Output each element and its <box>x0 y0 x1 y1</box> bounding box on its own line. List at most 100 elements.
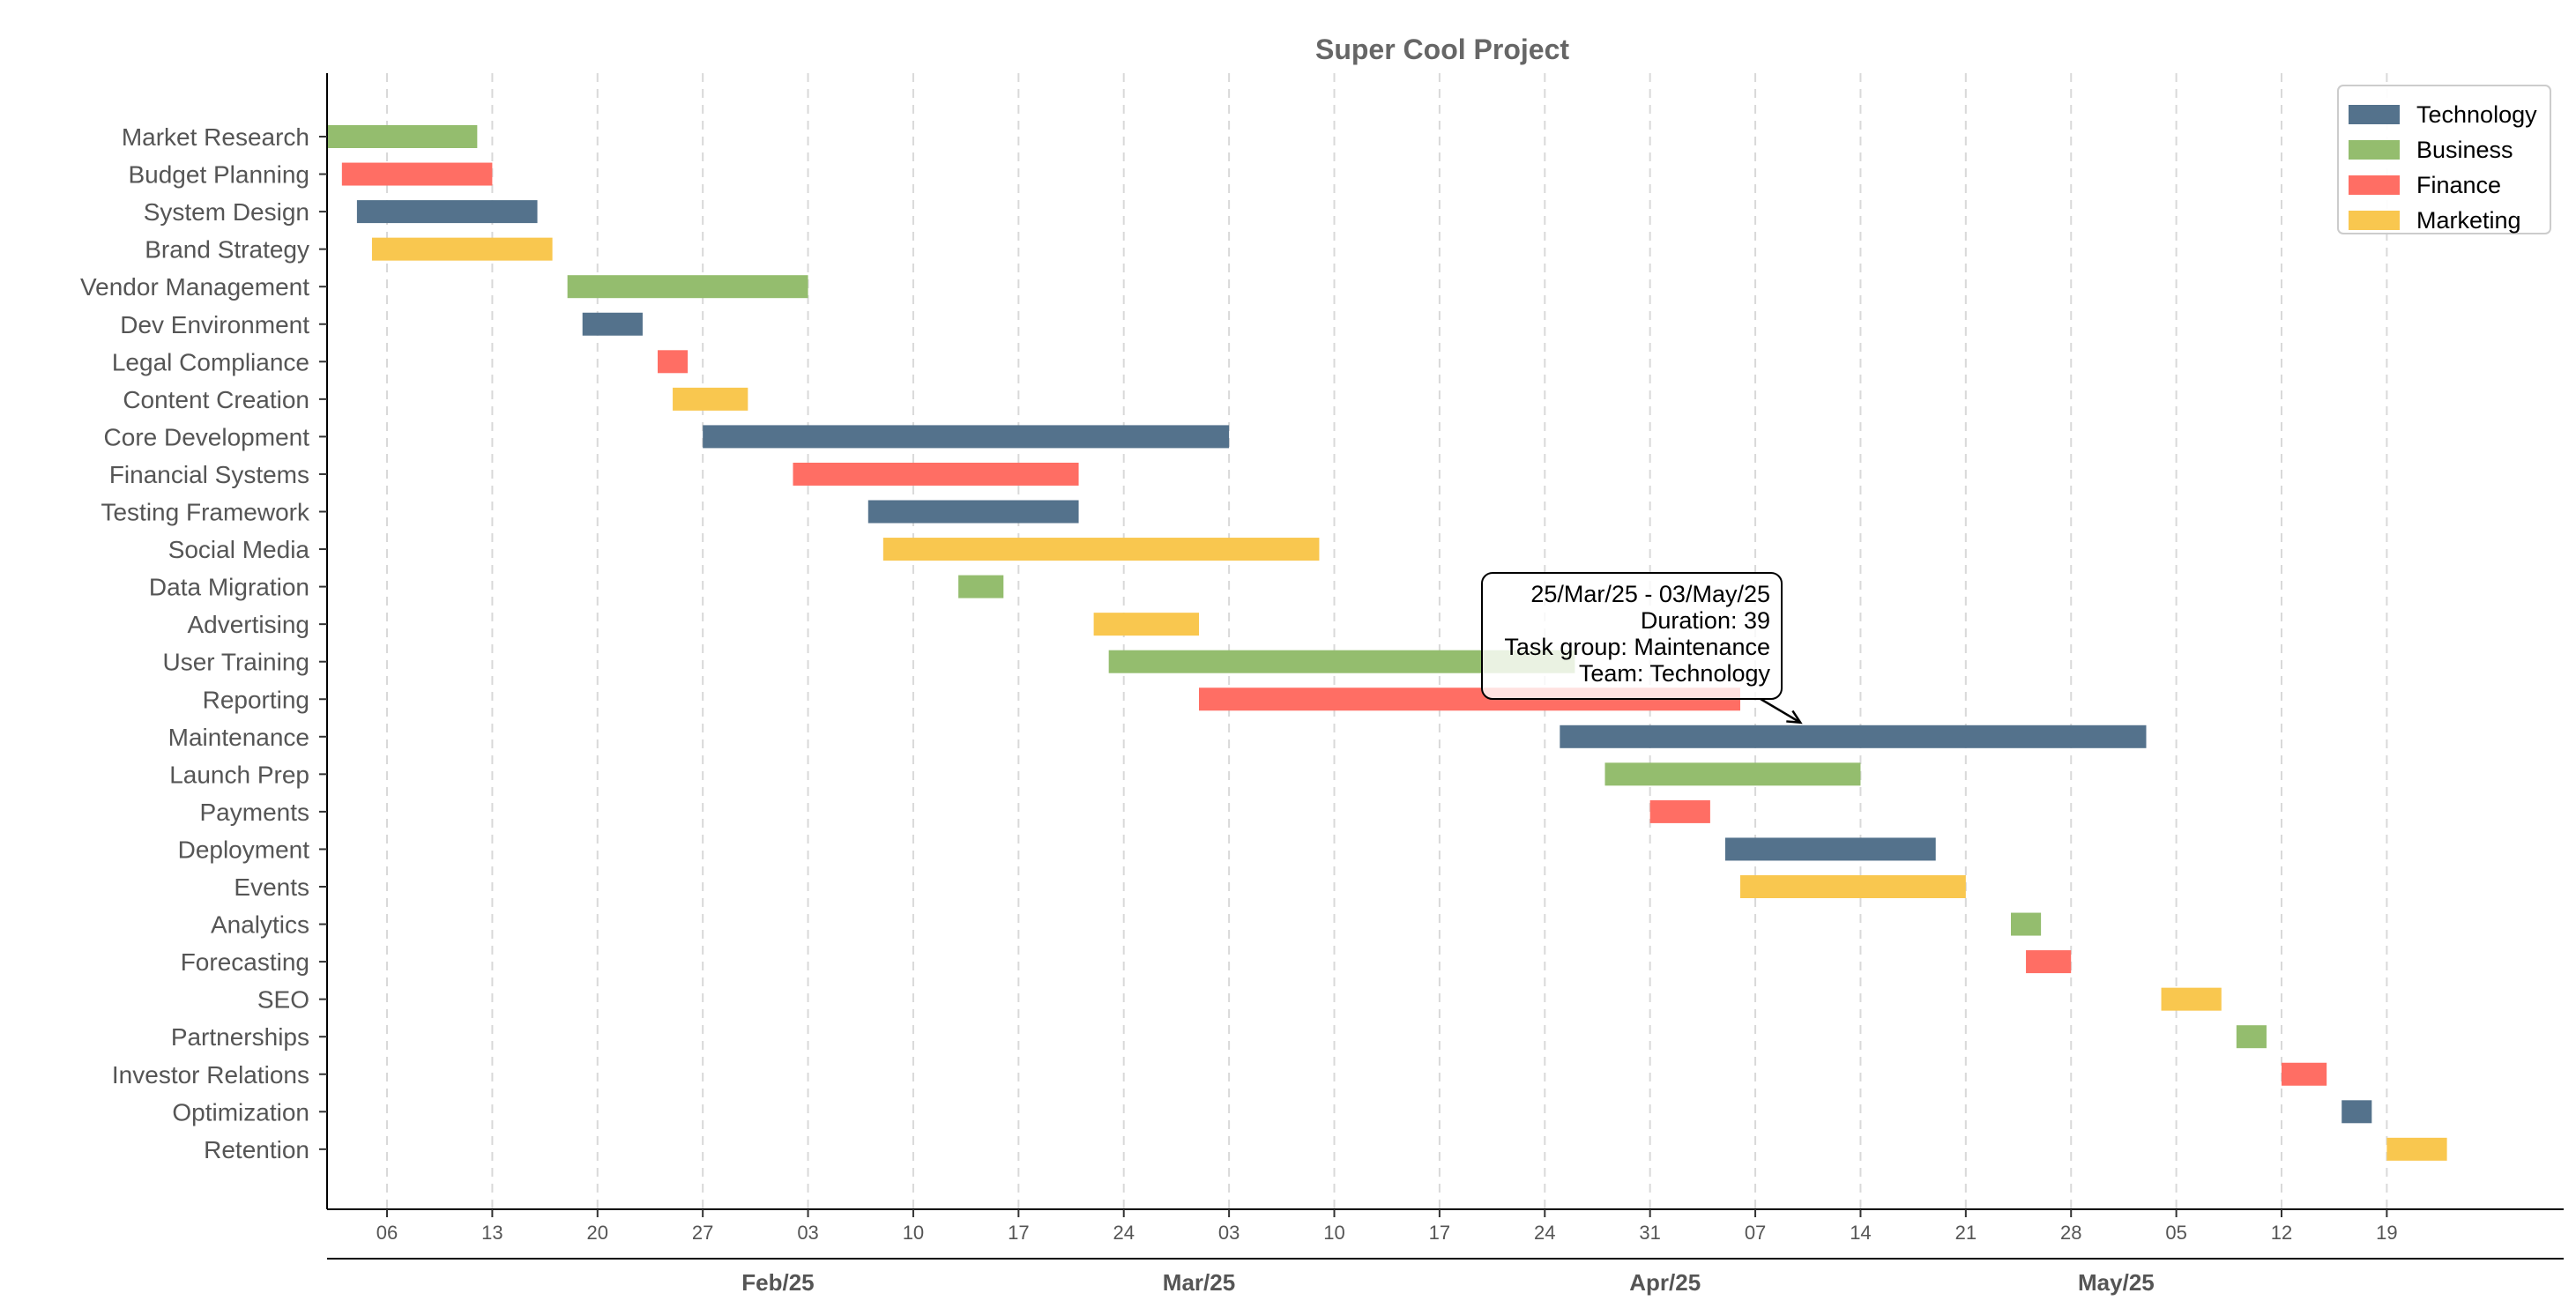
week-tick-label: 21 <box>1955 1222 1977 1244</box>
task-bar-optimization[interactable] <box>2341 1100 2372 1124</box>
legend-label-marketing: Marketing <box>2416 207 2521 234</box>
task-bar-market-research[interactable] <box>326 125 478 148</box>
task-bar-payments[interactable] <box>1649 799 1710 823</box>
task-bar-brand-strategy[interactable] <box>371 237 553 261</box>
task-bar-testing-framework[interactable] <box>867 500 1079 524</box>
task-label-retention: Retention <box>204 1136 309 1163</box>
task-bar-system-design[interactable] <box>356 200 538 224</box>
task-bar-advertising[interactable] <box>1093 613 1199 636</box>
task-label-core-development: Core Development <box>104 423 310 450</box>
week-tick-label: 14 <box>1850 1222 1871 1244</box>
tooltip-line: 25/Mar/25 - 03/May/25 <box>1530 581 1770 607</box>
task-label-social-media: Social Media <box>168 536 310 563</box>
task-bar-forecasting[interactable] <box>2026 950 2072 974</box>
legend-swatch-technology <box>2349 105 2400 124</box>
week-tick-label: 24 <box>1534 1222 1555 1244</box>
task-label-system-design: System Design <box>144 198 309 226</box>
task-label-analytics: Analytics <box>211 911 309 939</box>
task-label-maintenance: Maintenance <box>168 724 309 751</box>
week-tick-label: 05 <box>2165 1222 2186 1244</box>
task-bar-budget-planning[interactable] <box>341 162 493 186</box>
week-tick-label: 10 <box>903 1222 924 1244</box>
tooltip-line: Duration: 39 <box>1641 607 1770 634</box>
task-label-brand-strategy: Brand Strategy <box>145 236 309 264</box>
x-axis-ticks: 06 13 20 27 03 10 17 24 03 10 17 24 31 07 14 21 28 05 12 19… <box>376 1209 2398 1296</box>
task-bar-retention[interactable] <box>2386 1137 2447 1161</box>
task-label-launch-prep: Launch Prep <box>169 761 309 788</box>
task-label-seo: SEO <box>257 986 309 1014</box>
task-label-partnerships: Partnerships <box>171 1023 309 1051</box>
month-tick-label: Apr/25 <box>1629 1269 1701 1296</box>
tooltip-arrowhead-icon <box>1786 710 1803 725</box>
task-bar-investor-relations[interactable] <box>2282 1062 2327 1086</box>
task-bar-legal-compliance[interactable] <box>658 350 689 374</box>
task-label-advertising: Advertising <box>187 611 309 638</box>
task-label-testing-framework: Testing Framework <box>101 499 310 526</box>
week-tick-label: 17 <box>1008 1222 1029 1244</box>
legend: Technology Business Finance Marketing <box>2337 85 2551 234</box>
task-label-optimization: Optimization <box>172 1098 309 1126</box>
week-tick-label: 13 <box>481 1222 503 1244</box>
task-labels: Market Research Budget Planning System Des… <box>80 123 310 1163</box>
legend-label-technology: Technology <box>2416 101 2537 128</box>
task-bar-seo[interactable] <box>2161 987 2222 1011</box>
month-tick-label: May/25 <box>2078 1269 2155 1296</box>
week-tick-label: 10 <box>1323 1222 1344 1244</box>
grid-layer <box>386 73 2388 1209</box>
week-tick-label: 03 <box>1218 1222 1240 1244</box>
task-label-market-research: Market Research <box>122 123 309 151</box>
task-label-user-training: User Training <box>162 649 309 676</box>
week-tick-label: 06 <box>376 1222 398 1244</box>
task-bar-core-development[interactable] <box>703 425 1230 449</box>
task-bar-data-migration[interactable] <box>958 575 1004 598</box>
task-bar-content-creation[interactable] <box>673 387 748 411</box>
legend-label-business: Business <box>2416 137 2513 163</box>
task-label-financial-systems: Financial Systems <box>109 461 309 488</box>
month-tick-label: Feb/25 <box>741 1269 814 1296</box>
task-bar-events[interactable] <box>1740 875 1966 898</box>
task-label-content-creation: Content Creation <box>123 386 309 413</box>
task-bar-analytics[interactable] <box>2011 912 2042 936</box>
task-bar-partnerships[interactable] <box>2236 1025 2267 1049</box>
task-label-deployment: Deployment <box>178 836 310 863</box>
task-bar-maintenance[interactable] <box>1560 725 2147 748</box>
task-label-reporting: Reporting <box>203 686 309 713</box>
task-bar-dev-environment[interactable] <box>582 312 643 336</box>
legend-swatch-marketing <box>2349 211 2400 230</box>
task-label-investor-relations: Investor Relations <box>112 1061 309 1089</box>
week-tick-label: 24 <box>1113 1222 1134 1244</box>
week-tick-label: 20 <box>587 1222 608 1244</box>
tooltip-line: Team: Technology <box>1579 660 1771 687</box>
week-tick-label: 28 <box>2060 1222 2081 1244</box>
axes-layer <box>319 73 2564 1260</box>
task-label-data-migration: Data Migration <box>149 574 309 601</box>
bars-layer <box>326 125 2447 1161</box>
legend-swatch-business <box>2349 140 2400 160</box>
chart-title: Super Cool Project <box>1315 33 1569 65</box>
week-tick-label: 17 <box>1429 1222 1450 1244</box>
legend-swatch-finance <box>2349 175 2400 195</box>
task-label-legal-compliance: Legal Compliance <box>112 348 309 375</box>
legend-label-finance: Finance <box>2416 172 2501 198</box>
tooltip-line: Task group: Maintenance <box>1504 634 1770 660</box>
tooltip-box <box>1481 572 1783 700</box>
week-tick-label: 19 <box>2376 1222 2397 1244</box>
month-tick-label: Mar/25 <box>1163 1269 1235 1296</box>
task-label-payments: Payments <box>200 799 310 826</box>
task-label-vendor-management: Vendor Management <box>80 273 309 301</box>
task-label-dev-environment: Dev Environment <box>120 311 309 338</box>
week-tick-label: 07 <box>1745 1222 1766 1244</box>
week-tick-label: 31 <box>1639 1222 1660 1244</box>
task-bar-deployment[interactable] <box>1724 837 1936 861</box>
week-tick-label: 12 <box>2271 1222 2292 1244</box>
task-bar-financial-systems[interactable] <box>793 462 1079 486</box>
tooltip-arrow <box>1760 697 1801 724</box>
week-tick-label: 03 <box>797 1222 818 1244</box>
task-bar-vendor-management[interactable] <box>567 275 808 299</box>
task-label-events: Events <box>234 873 309 901</box>
task-bar-social-media[interactable] <box>882 538 1320 561</box>
task-label-budget-planning: Budget Planning <box>128 161 309 189</box>
task-bar-launch-prep[interactable] <box>1604 762 1861 786</box>
